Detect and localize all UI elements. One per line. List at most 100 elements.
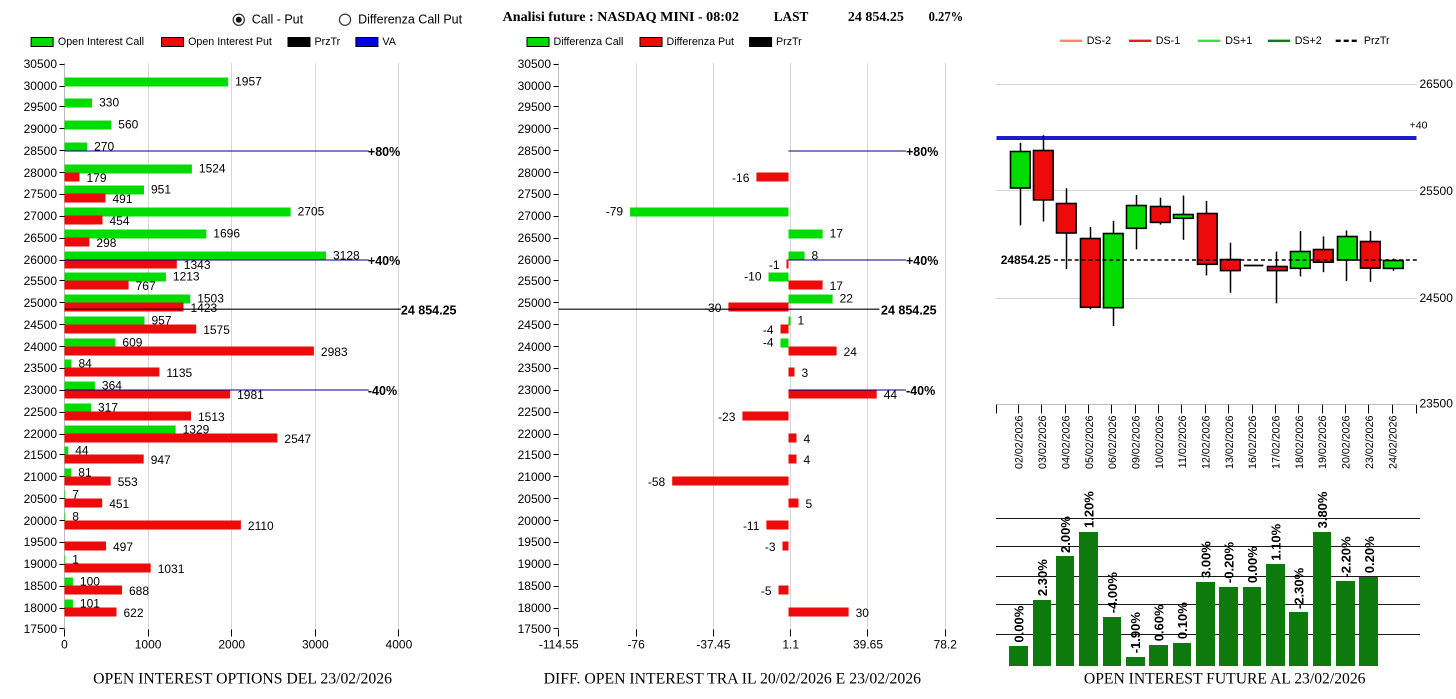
svg-text:-16: -16	[732, 171, 750, 185]
svg-text:24 854.25: 24 854.25	[848, 10, 904, 25]
svg-text:2.30%: 2.30%	[1035, 559, 1050, 596]
svg-text:26000: 26000	[24, 253, 58, 267]
svg-text:+40: +40	[1410, 120, 1428, 132]
svg-text:3000: 3000	[302, 638, 329, 652]
svg-text:24/02/2026: 24/02/2026	[1387, 415, 1399, 469]
svg-text:609: 609	[122, 336, 142, 350]
svg-text:451: 451	[109, 497, 129, 511]
svg-text:DS+1: DS+1	[1225, 35, 1252, 47]
svg-text:1000: 1000	[135, 638, 162, 652]
svg-text:78.2: 78.2	[934, 638, 958, 652]
svg-text:8: 8	[72, 510, 79, 524]
svg-text:23500: 23500	[518, 361, 552, 375]
svg-text:947: 947	[151, 453, 171, 467]
svg-text:24500: 24500	[518, 318, 552, 332]
svg-text:3.80%: 3.80%	[1315, 491, 1330, 528]
svg-text:PrzTr: PrzTr	[315, 36, 341, 48]
svg-text:24500: 24500	[1420, 291, 1454, 305]
svg-text:29500: 29500	[518, 100, 552, 114]
svg-text:1.20%: 1.20%	[1082, 491, 1097, 528]
svg-text:317: 317	[98, 401, 118, 415]
svg-text:84: 84	[79, 357, 93, 371]
svg-text:30: 30	[856, 606, 870, 620]
svg-text:491: 491	[113, 192, 133, 206]
svg-text:Differenza Call: Differenza Call	[554, 36, 624, 48]
svg-text:22: 22	[840, 292, 854, 306]
svg-text:OPEN INTEREST OPTIONS DEL 23/0: OPEN INTEREST OPTIONS DEL 23/02/2026	[93, 670, 392, 687]
svg-text:Analisi future : NASDAQ MINI -: Analisi future : NASDAQ MINI - 08:02	[503, 10, 739, 25]
svg-text:330: 330	[99, 96, 119, 110]
svg-text:22500: 22500	[518, 405, 552, 419]
svg-text:44: 44	[75, 444, 89, 458]
svg-text:454: 454	[110, 214, 130, 228]
svg-text:29000: 29000	[24, 122, 58, 136]
svg-text:Call - Put: Call - Put	[252, 13, 304, 27]
svg-text:18000: 18000	[24, 601, 58, 615]
svg-text:LAST: LAST	[774, 10, 809, 25]
svg-text:24 854.25: 24 854.25	[881, 303, 937, 317]
svg-text:02/02/2026: 02/02/2026	[1014, 415, 1026, 469]
svg-text:0.00%: 0.00%	[1245, 546, 1260, 583]
svg-text:+40%: +40%	[906, 254, 938, 268]
svg-text:19000: 19000	[518, 557, 552, 571]
svg-text:29500: 29500	[24, 100, 58, 114]
svg-text:26500: 26500	[518, 231, 552, 245]
svg-text:0.10%: 0.10%	[1175, 602, 1190, 639]
svg-text:688: 688	[129, 584, 149, 598]
svg-text:22000: 22000	[518, 427, 552, 441]
svg-text:03/02/2026: 03/02/2026	[1037, 415, 1049, 469]
svg-text:298: 298	[96, 236, 116, 250]
svg-text:26000: 26000	[518, 253, 552, 267]
svg-text:25500: 25500	[518, 274, 552, 288]
svg-text:-40%: -40%	[906, 384, 935, 398]
svg-text:21000: 21000	[518, 470, 552, 484]
svg-text:-5: -5	[761, 584, 772, 598]
svg-text:-3: -3	[765, 540, 776, 554]
svg-text:DS+2: DS+2	[1295, 35, 1322, 47]
svg-text:20/02/2026: 20/02/2026	[1341, 415, 1353, 469]
svg-text:0: 0	[61, 638, 68, 652]
svg-text:560: 560	[118, 118, 138, 132]
svg-text:27000: 27000	[24, 209, 58, 223]
svg-text:0.00%: 0.00%	[1012, 605, 1027, 642]
svg-text:28500: 28500	[518, 144, 552, 158]
svg-text:25500: 25500	[1420, 184, 1454, 198]
svg-text:18500: 18500	[24, 579, 58, 593]
svg-text:39.65: 39.65	[853, 638, 883, 652]
svg-text:1524: 1524	[199, 162, 226, 176]
svg-text:24000: 24000	[518, 340, 552, 354]
svg-text:767: 767	[136, 279, 156, 293]
svg-text:-1: -1	[769, 258, 780, 272]
svg-text:8: 8	[812, 249, 819, 263]
svg-text:2000: 2000	[218, 638, 245, 652]
svg-text:100: 100	[80, 575, 100, 589]
svg-text:27500: 27500	[518, 187, 552, 201]
svg-text:2.00%: 2.00%	[1058, 516, 1073, 553]
svg-text:+80%: +80%	[368, 145, 400, 159]
svg-text:23/02/2026: 23/02/2026	[1364, 415, 1376, 469]
svg-text:3.00%: 3.00%	[1198, 541, 1213, 578]
svg-text:22500: 22500	[24, 405, 58, 419]
svg-text:19/02/2026: 19/02/2026	[1317, 415, 1329, 469]
svg-text:19000: 19000	[24, 557, 58, 571]
svg-text:23500: 23500	[1420, 397, 1454, 411]
svg-text:-4: -4	[763, 323, 774, 337]
svg-text:22000: 22000	[24, 427, 58, 441]
svg-text:DS-2: DS-2	[1087, 35, 1111, 47]
svg-text:10/02/2026: 10/02/2026	[1154, 415, 1166, 469]
svg-text:1343: 1343	[184, 258, 211, 272]
svg-text:16/02/2026: 16/02/2026	[1247, 415, 1259, 469]
svg-text:26500: 26500	[1420, 77, 1454, 91]
svg-text:2110: 2110	[248, 519, 274, 533]
svg-text:1575: 1575	[203, 323, 230, 337]
svg-text:1213: 1213	[173, 270, 200, 284]
svg-text:2983: 2983	[321, 345, 348, 359]
svg-text:23500: 23500	[24, 361, 58, 375]
svg-text:-58: -58	[648, 475, 666, 489]
svg-text:-11: -11	[743, 519, 760, 533]
svg-text:20500: 20500	[24, 492, 58, 506]
svg-text:1135: 1135	[166, 366, 192, 380]
svg-text:2705: 2705	[298, 205, 325, 219]
svg-text:1: 1	[798, 314, 805, 328]
svg-text:25000: 25000	[518, 296, 552, 310]
